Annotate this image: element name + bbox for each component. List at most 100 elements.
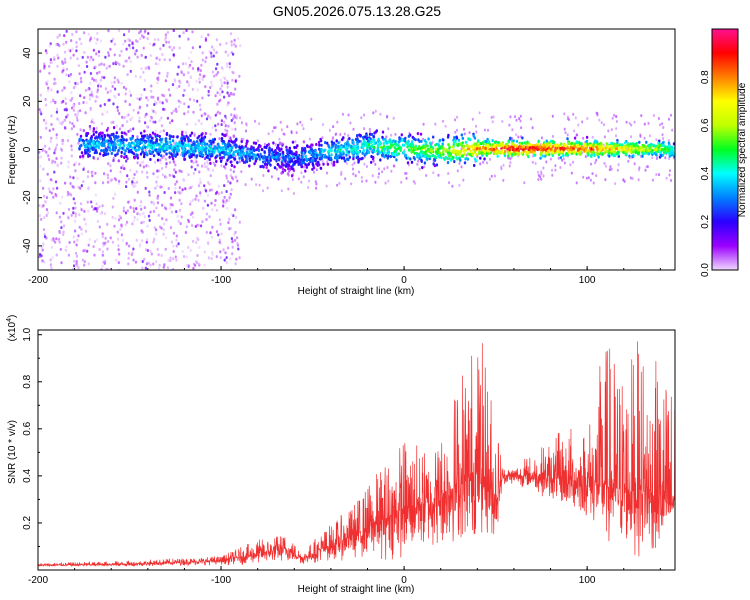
spectrogram-cell	[60, 226, 63, 230]
spectrogram-cell	[447, 172, 450, 175]
spectrogram-cell	[657, 141, 660, 145]
spectrogram-cell	[254, 141, 258, 145]
spectrogram-cell	[72, 103, 75, 107]
spectrogram-cell	[314, 159, 317, 163]
spectrogram-cell	[158, 169, 161, 173]
spectrogram-cell	[344, 159, 347, 163]
spectrogram-cell	[667, 141, 671, 145]
spectrogram-cell	[171, 157, 175, 161]
spectrogram-cell	[85, 143, 88, 147]
spectrogram-cell	[56, 107, 59, 111]
spectrogram-cell	[91, 94, 94, 98]
spectrogram-cell	[72, 185, 75, 189]
spectrogram-cell	[352, 172, 355, 176]
spectrogram-cell	[407, 156, 410, 160]
spectrogram-cell	[178, 186, 181, 190]
spectrogram-cell	[201, 142, 204, 146]
spectrogram-cell	[542, 174, 545, 178]
spectrogram-cell	[451, 184, 454, 188]
spectrogram-cell	[63, 86, 66, 90]
spectrogram-cell	[418, 167, 421, 171]
spectrogram-cell	[266, 155, 269, 159]
spectrogram-cell	[531, 126, 534, 130]
spectrogram-cell	[142, 160, 145, 164]
spectrogram-cell	[43, 232, 46, 236]
colorbar-tick-label: 0.0	[700, 263, 711, 277]
spectrogram-cell	[54, 100, 57, 104]
spectrogram-cell	[332, 125, 335, 129]
spectrogram-cell	[204, 85, 207, 89]
spectrogram-cell	[145, 164, 148, 168]
spectrogram-cell	[102, 181, 105, 185]
spectrogram-cell	[123, 131, 126, 135]
spectrogram-cell	[39, 110, 42, 114]
spectrogram-cell	[614, 153, 617, 158]
spectrogram-cell	[274, 126, 277, 129]
spectrogram-cell	[344, 177, 347, 181]
spectrogram-cell	[482, 160, 485, 164]
spectrogram-cell	[104, 55, 107, 59]
spectrogram-cell	[347, 134, 350, 137]
spectrogram-cell	[250, 155, 253, 159]
spectrogram-cell	[288, 169, 291, 173]
spectrogram-cell	[213, 74, 216, 78]
spectrogram-cell	[70, 106, 74, 110]
spectrogram-cell	[56, 35, 59, 39]
spectrogram-cell	[160, 254, 163, 257]
spectrogram-cell	[60, 261, 63, 265]
spectrogram-cell	[177, 105, 181, 109]
spectrogram-cell	[334, 133, 337, 136]
spectrogram-cell	[383, 147, 387, 151]
spectrogram-cell	[176, 72, 179, 76]
spectrogram-cell	[231, 240, 234, 244]
spectrogram-cell	[234, 208, 237, 212]
spectrogram-cell	[86, 200, 89, 204]
spectrogram-cell	[154, 148, 158, 152]
spectrogram-cell	[56, 53, 59, 57]
spectrogram-cell	[127, 129, 130, 133]
spectrogram-cell	[373, 140, 376, 144]
spectrogram-cell	[291, 167, 295, 171]
spectrogram-cell	[585, 135, 589, 139]
spectrogram-cell	[491, 139, 494, 143]
spectrogram-cell	[271, 155, 274, 159]
spectrogram-cell	[64, 60, 67, 64]
spectrogram-cell	[446, 161, 450, 165]
spectrogram-cell	[234, 87, 237, 91]
spectrogram-cell	[327, 157, 330, 161]
spectrogram-cell	[487, 140, 490, 144]
spectrogram-cell	[107, 176, 110, 180]
spectrogram-cell	[629, 176, 632, 180]
spectrogram-cell	[187, 56, 191, 60]
spectrogram-cell	[203, 142, 207, 147]
spectrogram-cell	[219, 98, 222, 102]
spectrogram-cell	[546, 149, 550, 153]
spectrogram-cell	[374, 162, 377, 166]
spectrogram-cell	[204, 60, 207, 64]
spectrogram-cell	[95, 238, 99, 242]
spectrogram-cell	[224, 144, 227, 148]
spectrogram-cell	[515, 118, 518, 122]
spectrogram-cell	[506, 151, 510, 155]
spectrogram-cell	[119, 227, 122, 231]
spectrogram-cell	[182, 73, 185, 77]
spectrogram-cell	[227, 139, 231, 143]
spectrogram-cell	[372, 149, 375, 153]
spectrogram-cell	[491, 145, 494, 149]
spectrogram-cell	[194, 122, 197, 126]
spectrogram-cell	[206, 193, 209, 197]
spectrogram-cell	[347, 150, 351, 154]
spectrogram-cell	[50, 123, 53, 126]
spectrogram-cell	[191, 46, 194, 50]
spectrogram-cell	[383, 151, 386, 155]
spectrogram-cell	[189, 75, 192, 79]
spectrogram-cell	[520, 151, 524, 155]
spectrogram-cell	[489, 151, 493, 155]
spectrogram-cell	[223, 77, 227, 81]
spectrogram-cell	[334, 146, 337, 150]
spectrogram-cell	[190, 143, 193, 147]
spectrogram-cell	[99, 137, 102, 141]
spectrogram-cell	[229, 168, 232, 172]
spectrogram-cell	[122, 141, 125, 145]
spectrogram-cell	[43, 200, 47, 204]
